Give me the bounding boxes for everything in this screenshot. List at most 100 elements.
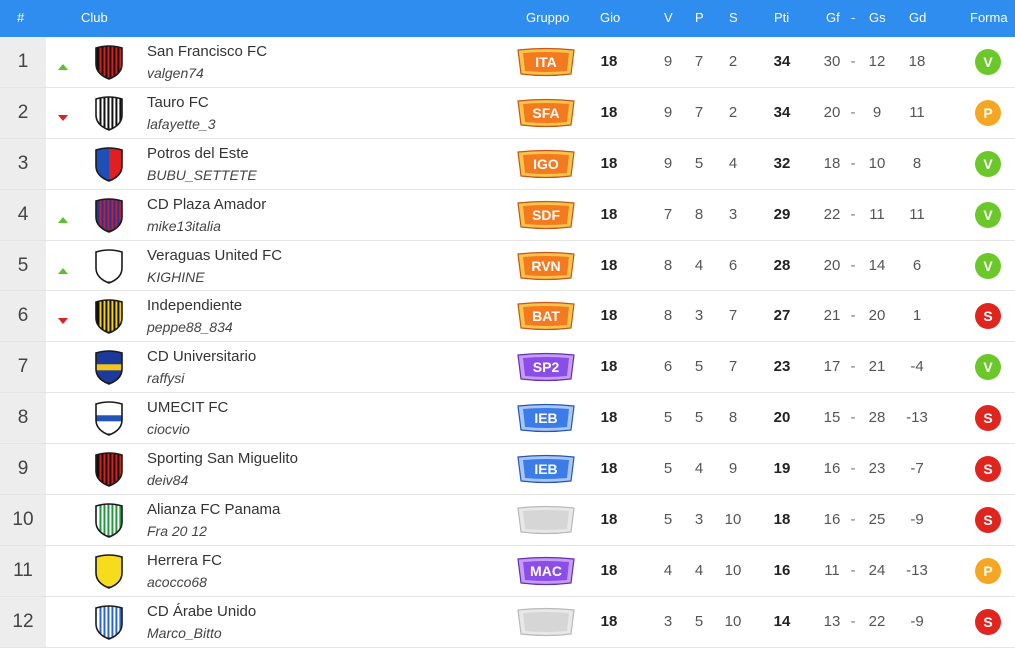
table-row[interactable]: 10 Alianza FC Panama Fra 20 12 18 5 3 10 18 16…: [0, 495, 1015, 546]
header-p[interactable]: P: [695, 10, 704, 25]
club-manager[interactable]: deiv84: [147, 472, 189, 489]
goals-against: 25: [868, 511, 886, 529]
goals-for: 18: [823, 154, 841, 172]
trend-down-icon: [58, 109, 68, 121]
group-badge[interactable]: [515, 606, 577, 638]
club-manager[interactable]: lafayette_3: [147, 115, 216, 132]
header-gruppo[interactable]: Gruppo: [526, 10, 570, 25]
club-manager[interactable]: Marco_Bitto: [147, 624, 222, 641]
goals-for: 17: [823, 358, 841, 376]
club-name[interactable]: CD Árabe Unido: [147, 602, 257, 620]
table-row[interactable]: 7 CD Universitario raffysi SP2 18 6 5 7 23 17-2…: [0, 342, 1015, 394]
header-gd[interactable]: Gd: [909, 10, 927, 25]
draws: 3: [694, 511, 704, 529]
club-manager[interactable]: peppe88_834: [147, 319, 233, 336]
draws: 5: [694, 612, 704, 630]
club-crest-icon: [92, 298, 126, 335]
group-label: SFA: [532, 104, 560, 121]
header-forma[interactable]: Forma: [970, 10, 1008, 25]
form-badge: S: [975, 456, 1001, 483]
club-name[interactable]: Tauro FC: [147, 93, 209, 111]
trend-down-icon: [58, 312, 68, 325]
club-name[interactable]: Sporting San Miguelito: [147, 450, 298, 468]
position: 9: [17, 458, 29, 480]
goals-for: 11: [824, 561, 840, 579]
group-badge[interactable]: [515, 504, 577, 536]
goal-difference: -13: [906, 409, 928, 427]
group-badge[interactable]: SFA: [515, 97, 577, 129]
table-row[interactable]: 2 Tauro FC lafayette_3 SFA 18 9 7 2 34 20-9 11 P: [0, 87, 1015, 139]
club-manager[interactable]: mike13italia: [147, 217, 221, 234]
club-manager[interactable]: Fra 20 12: [147, 523, 207, 540]
trend-none: [58, 516, 68, 524]
group-badge[interactable]: SDF: [515, 199, 577, 231]
goals-against: 14: [868, 256, 886, 274]
club-manager[interactable]: acocco68: [147, 573, 207, 590]
wins: 5: [663, 511, 673, 529]
table-row[interactable]: 9 Sporting San Miguelito deiv84 IEB 18 5 4 9 1…: [0, 444, 1015, 496]
table-row[interactable]: 12 CD Árabe Unido Marco_Bitto 18 3 5 10 14 13-…: [0, 596, 1015, 648]
header-club[interactable]: Club: [81, 10, 108, 25]
club-name[interactable]: Veraguas United FC: [147, 246, 283, 264]
club-crest-icon: [92, 553, 126, 589]
group-badge[interactable]: RVN: [515, 250, 577, 282]
group-badge[interactable]: MAC: [515, 555, 577, 587]
club-manager[interactable]: raffysi: [147, 370, 185, 387]
header-gs[interactable]: Gs: [869, 10, 886, 25]
table-row[interactable]: 3 Potros del Este BUBU_SETTETE IGO 18 9 5 4 32…: [0, 138, 1015, 190]
points: 28: [773, 256, 791, 274]
club-name[interactable]: Alianza FC Panama: [147, 501, 281, 519]
club-manager[interactable]: KIGHINE: [147, 268, 205, 285]
header-gio[interactable]: Gio: [600, 10, 621, 25]
goals-against: 21: [868, 358, 886, 376]
group-badge[interactable]: ITA: [515, 46, 577, 78]
club-crest-icon: [92, 44, 126, 80]
header-s[interactable]: S: [729, 10, 738, 25]
club-name[interactable]: Independiente: [147, 297, 243, 315]
table-row[interactable]: 4 CD Plaza Amador mike13italia SDF 18 7 8 3 29…: [0, 189, 1015, 241]
group-badge[interactable]: BAT: [515, 300, 577, 332]
wins: 9: [663, 103, 673, 121]
club-name[interactable]: Herrera FC: [147, 551, 223, 569]
club-name[interactable]: UMECIT FC: [147, 399, 229, 417]
club-crest-icon: [92, 451, 126, 487]
form-badge: V: [975, 354, 1001, 381]
wins: 3: [663, 612, 673, 630]
losses: 10: [724, 612, 742, 630]
club-manager[interactable]: valgen74: [147, 65, 204, 81]
wins: 5: [663, 409, 673, 427]
table-header: # Club Gruppo Gio V P S Pti Gf - Gs Gd F…: [0, 0, 1015, 37]
group-badge[interactable]: SP2: [515, 351, 577, 383]
header-pti[interactable]: Pti: [774, 10, 790, 25]
goals-separator: -: [850, 256, 856, 274]
position: 5: [17, 254, 29, 276]
club-name[interactable]: Potros del Este: [147, 144, 249, 162]
club-name[interactable]: CD Plaza Amador: [147, 195, 267, 213]
header-gf[interactable]: Gf: [826, 10, 840, 25]
losses: 2: [728, 103, 738, 121]
club-manager[interactable]: ciocvio: [147, 421, 190, 438]
club-name[interactable]: CD Universitario: [147, 348, 257, 366]
games-played: 18: [600, 205, 618, 223]
table-row[interactable]: 8 UMECIT FC ciocvio IEB 18 5 5 8 20 15-28 -13 S: [0, 393, 1015, 445]
losses: 10: [724, 561, 742, 579]
header-v[interactable]: V: [664, 10, 673, 25]
table-row[interactable]: 5 Veraguas United FC KIGHINE RVN 18 8 4 6 28 20…: [0, 240, 1015, 292]
club-manager[interactable]: BUBU_SETTETE: [147, 166, 257, 183]
group-label: SDF: [532, 206, 560, 223]
goals-separator: -: [850, 307, 856, 325]
group-badge[interactable]: IEB: [515, 402, 577, 434]
wins: 7: [663, 205, 673, 223]
group-badge[interactable]: IGO: [515, 148, 577, 180]
losses: 8: [728, 409, 738, 427]
wins: 8: [663, 307, 673, 325]
table-row[interactable]: 1 San Francisco FC valgen74 ITA 18 9 7 2 34 30-…: [0, 37, 1015, 88]
club-name[interactable]: San Francisco FC: [147, 43, 268, 60]
goals-against: 12: [868, 53, 886, 70]
table-row[interactable]: 6 Independiente peppe88_834 BAT 18 8 3 7 27 21-…: [0, 291, 1015, 343]
group-badge[interactable]: IEB: [515, 453, 577, 485]
position-cell: 7: [0, 342, 46, 393]
wins: 6: [663, 358, 673, 376]
table-row[interactable]: 11 Herrera FC acocco68 MAC 18 4 4 10 16 11-24 -1…: [0, 545, 1015, 597]
goals-against: 23: [868, 460, 886, 478]
